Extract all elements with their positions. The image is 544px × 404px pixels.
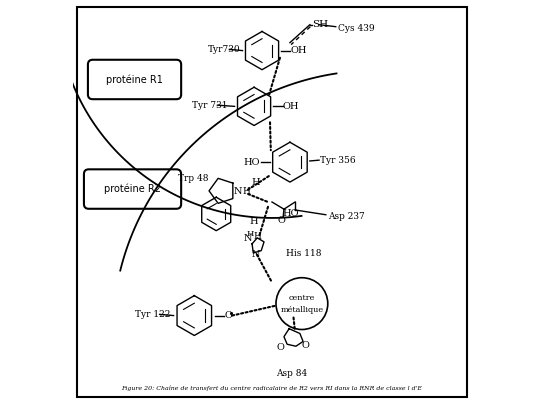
Text: H: H — [246, 230, 254, 238]
Text: H: H — [254, 232, 261, 241]
Text: Asp 84: Asp 84 — [276, 369, 307, 378]
Text: Tyr730: Tyr730 — [208, 45, 241, 54]
Text: protéine R1: protéine R1 — [106, 74, 163, 84]
Text: Figure 20: Chaîne de transfert du centre radicalaire de R2 vers RI dans la RNR d: Figure 20: Chaîne de transfert du centre… — [121, 386, 423, 391]
Text: OH: OH — [290, 46, 307, 55]
Text: centre: centre — [289, 294, 315, 302]
Text: Tyr 122: Tyr 122 — [134, 310, 170, 319]
FancyBboxPatch shape — [84, 169, 181, 209]
Text: O: O — [301, 341, 309, 350]
Text: N: N — [252, 250, 261, 259]
FancyBboxPatch shape — [77, 7, 467, 397]
Text: N: N — [244, 234, 252, 243]
Text: O: O — [224, 311, 232, 320]
Text: O: O — [277, 343, 285, 352]
Text: Cys 439: Cys 439 — [338, 24, 374, 33]
Circle shape — [276, 278, 328, 330]
Text: HO: HO — [283, 208, 299, 218]
Text: Asp 237: Asp 237 — [328, 212, 364, 221]
Text: Tyr 356: Tyr 356 — [320, 156, 355, 165]
Text: OH: OH — [283, 102, 299, 111]
Text: H: H — [242, 187, 250, 196]
Text: H: H — [249, 217, 258, 225]
FancyBboxPatch shape — [88, 60, 181, 99]
Text: HO: HO — [244, 158, 260, 167]
Text: His 118: His 118 — [286, 249, 322, 258]
Text: SH: SH — [312, 20, 328, 29]
Text: métallique: métallique — [280, 305, 324, 314]
Text: Trp 48: Trp 48 — [178, 175, 209, 183]
Text: Tyr 731: Tyr 731 — [193, 101, 228, 109]
Text: O: O — [277, 216, 285, 225]
Text: protéine R2: protéine R2 — [104, 183, 161, 194]
Text: N: N — [233, 187, 242, 196]
Text: H: H — [252, 179, 261, 187]
